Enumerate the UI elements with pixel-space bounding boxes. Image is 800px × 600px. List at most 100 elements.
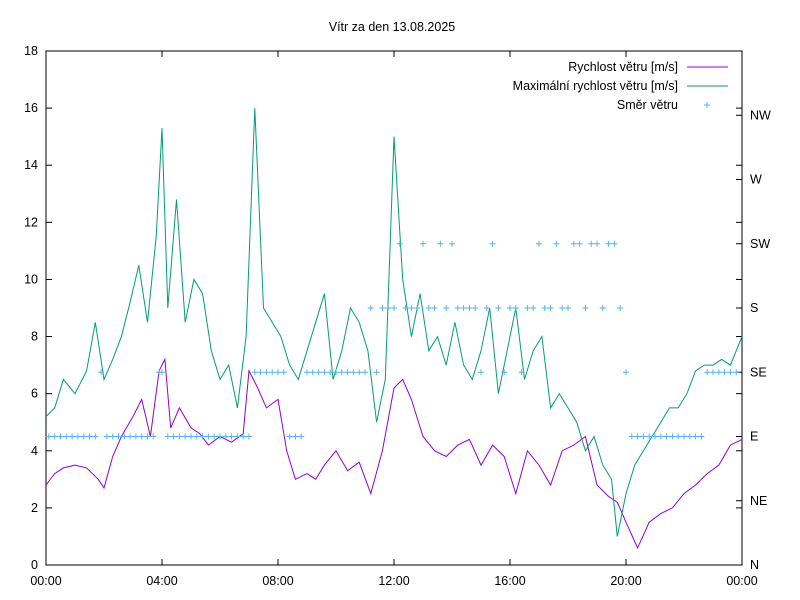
- y2-tick-label: NW: [750, 108, 771, 122]
- direction-point: [92, 433, 99, 440]
- direction-point: [501, 369, 508, 376]
- direction-point: [541, 305, 548, 311]
- y-tick-label: 18: [24, 44, 38, 58]
- direction-point: [251, 369, 258, 376]
- direction-point: [646, 433, 653, 440]
- direction-point: [402, 305, 409, 311]
- x-tick-label: 12:00: [378, 574, 409, 588]
- direction-point: [715, 369, 722, 376]
- y2-tick-label: SW: [750, 237, 770, 251]
- direction-point: [437, 240, 444, 247]
- direction-point: [640, 433, 647, 440]
- direction-point: [344, 369, 351, 376]
- x-tick-label: 08:00: [262, 574, 293, 588]
- direction-point: [74, 433, 81, 440]
- direction-point: [536, 240, 542, 247]
- direction-point: [263, 369, 270, 376]
- direction-point: [304, 369, 310, 376]
- series-points-2: [45, 240, 740, 440]
- direction-point: [132, 433, 139, 440]
- y-axis-left: 0 2 4 6 8 10 12 14 16 18: [24, 44, 742, 572]
- x-axis: 00:00 04:00 08:00 12:00 16:00 20:00 00:00: [30, 51, 758, 588]
- direction-point: [663, 433, 670, 440]
- direction-point: [86, 433, 93, 440]
- direction-point: [280, 369, 287, 376]
- direction-point: [176, 433, 183, 440]
- direction-point: [234, 433, 241, 440]
- direction-point: [45, 433, 52, 440]
- y-tick-label: 4: [31, 444, 38, 458]
- direction-point: [692, 433, 699, 440]
- direction-point: [292, 433, 299, 440]
- direction-point: [385, 305, 392, 311]
- direction-point: [182, 433, 189, 440]
- direction-point: [170, 433, 177, 440]
- y-tick-label: 14: [24, 158, 38, 172]
- direction-point: [333, 369, 339, 376]
- direction-point: [391, 305, 397, 311]
- direction-point: [379, 305, 386, 311]
- direction-point: [408, 305, 415, 311]
- direction-point: [623, 369, 629, 376]
- direction-point: [472, 305, 479, 311]
- direction-point: [150, 433, 157, 440]
- x-tick-label: 20:00: [610, 574, 641, 588]
- direction-point: [588, 240, 595, 247]
- direction-point: [652, 433, 658, 440]
- chart-title: Vítr za den 13.08.2025: [329, 20, 456, 34]
- y-tick-label: 0: [31, 558, 38, 572]
- series-line-1: [45, 108, 743, 537]
- direction-point: [327, 369, 334, 376]
- direction-point: [127, 433, 134, 440]
- direction-point: [199, 433, 206, 440]
- direction-point: [495, 305, 502, 311]
- direction-point: [675, 433, 682, 440]
- direction-point: [217, 433, 223, 440]
- direction-point: [373, 369, 380, 376]
- y-tick-label: 12: [24, 215, 38, 229]
- direction-point: [611, 240, 618, 247]
- direction-point: [443, 305, 450, 311]
- direction-point: [367, 305, 374, 311]
- direction-point: [617, 305, 624, 311]
- y2-tick-label: NE: [750, 494, 767, 508]
- direction-point: [681, 433, 687, 440]
- direction-point: [98, 369, 105, 376]
- x-tick-label: 04:00: [146, 574, 177, 588]
- direction-point: [414, 305, 421, 311]
- direction-point: [460, 305, 467, 311]
- y2-tick-label: SE: [750, 365, 767, 379]
- legend-swatch-2: [704, 102, 710, 108]
- direction-point: [211, 433, 218, 440]
- direction-point: [530, 305, 537, 311]
- direction-point: [80, 433, 87, 440]
- direction-point: [570, 240, 577, 247]
- y-tick-label: 2: [31, 501, 38, 515]
- direction-point: [396, 240, 403, 247]
- direction-point: [420, 240, 426, 247]
- direction-point: [698, 433, 705, 440]
- legend-label-2: Směr větru: [617, 98, 678, 112]
- y-axis-right: N NE E SE S SW W NW: [736, 108, 771, 572]
- direction-point: [686, 433, 693, 440]
- direction-point: [103, 433, 110, 440]
- direction-point: [205, 433, 212, 440]
- direction-point: [733, 369, 740, 376]
- direction-point: [222, 433, 229, 440]
- direction-point: [246, 433, 252, 440]
- direction-point: [524, 305, 531, 311]
- direction-point: [628, 433, 635, 440]
- direction-point: [257, 369, 264, 376]
- direction-point: [547, 305, 554, 311]
- legend: Rychlost větru [m/s] Maximální rychlost v…: [513, 60, 728, 112]
- direction-point: [188, 433, 194, 440]
- direction-point: [275, 369, 281, 376]
- direction-point: [449, 240, 455, 247]
- series-layer: [45, 108, 743, 550]
- direction-point: [228, 433, 235, 440]
- y2-tick-label: S: [750, 301, 758, 315]
- direction-point: [315, 369, 322, 376]
- direction-point: [553, 240, 560, 247]
- direction-point: [51, 433, 58, 440]
